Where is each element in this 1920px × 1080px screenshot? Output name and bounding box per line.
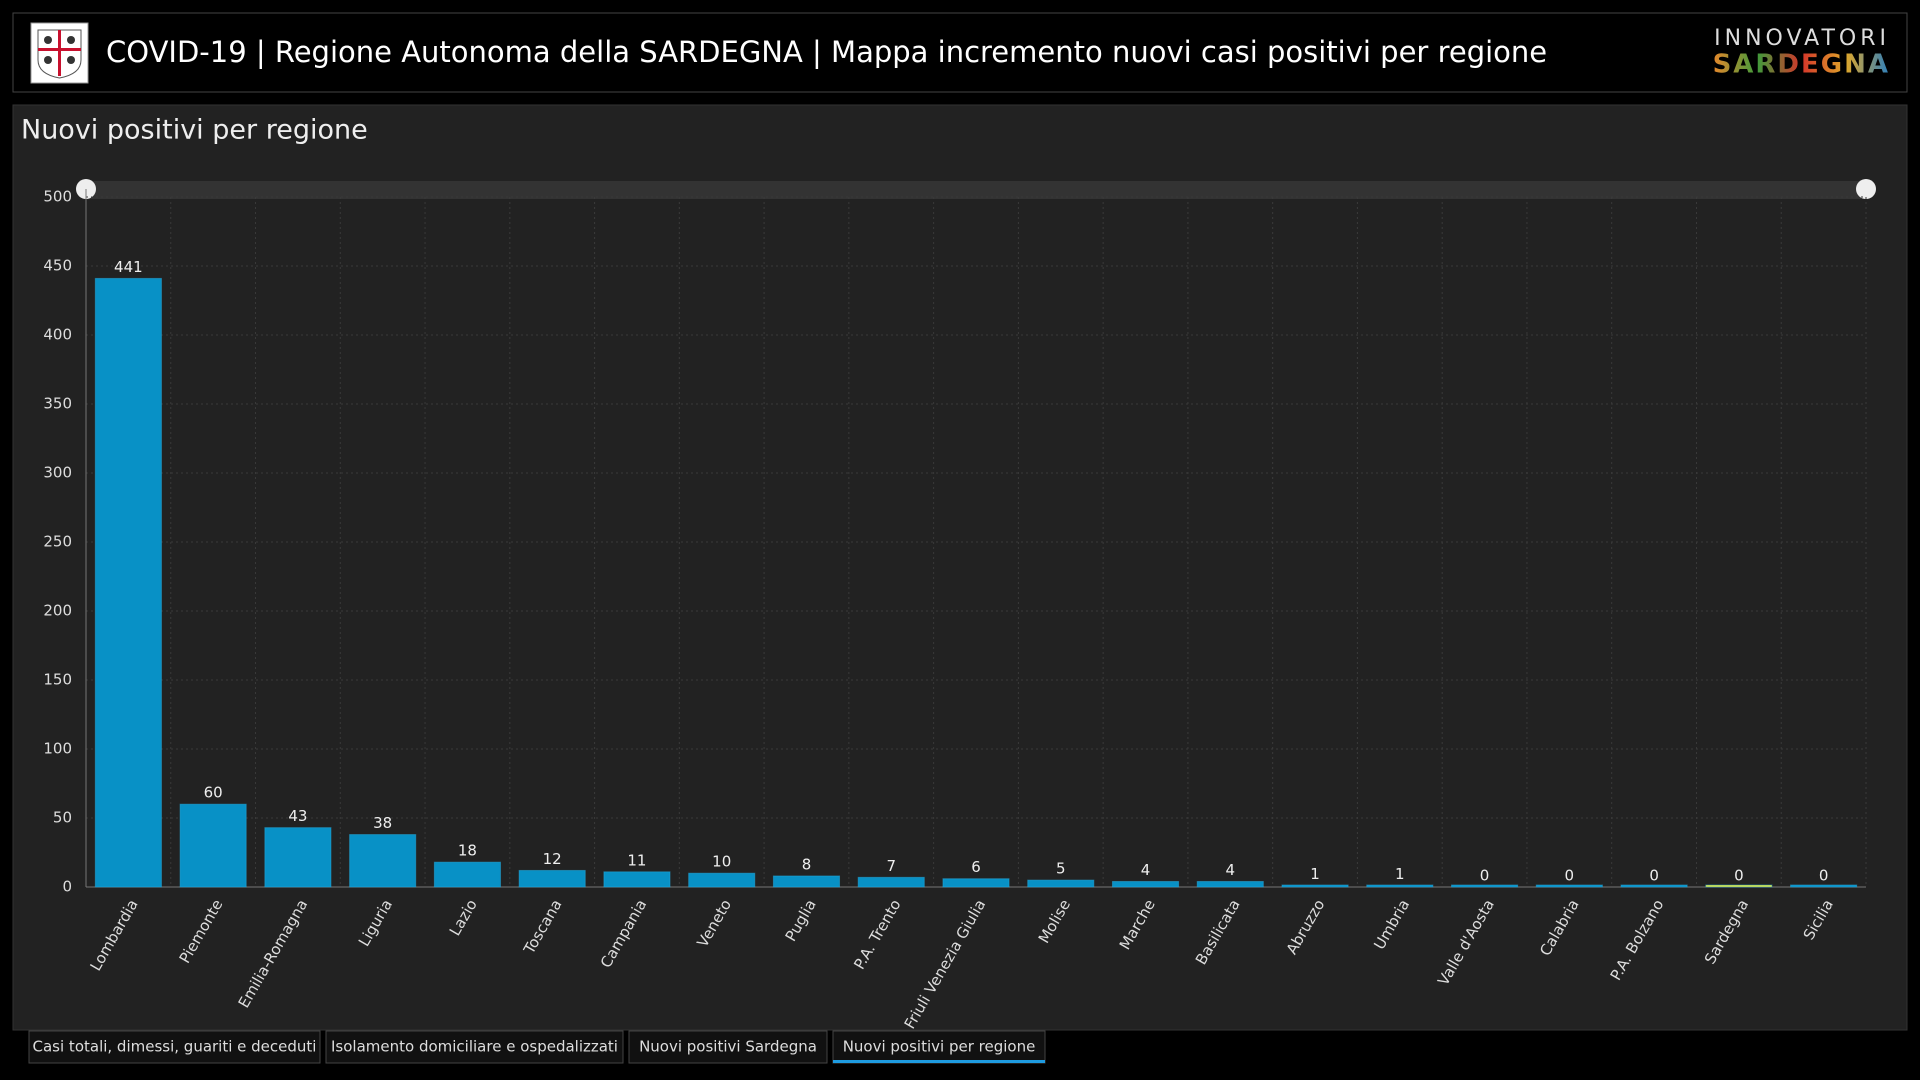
value-label: 8 [802, 855, 812, 873]
y-tick-label: 300 [43, 464, 72, 482]
scroll-handle-right[interactable] [1856, 179, 1876, 199]
plot: 050100150200250300350400450500Lombardia4… [43, 188, 1867, 1032]
y-tick-label: 500 [43, 188, 72, 206]
bar [433, 861, 501, 888]
chart-title: Nuovi positivi per regione [21, 115, 368, 146]
y-tick-label: 450 [43, 257, 72, 275]
value-label: 11 [627, 851, 646, 869]
chart-panel [12, 104, 1908, 1031]
bar [857, 876, 925, 888]
bar [1196, 880, 1264, 888]
bar [603, 871, 671, 888]
scrollbar [86, 181, 1866, 199]
bar [349, 834, 417, 888]
value-label: 0 [1819, 867, 1829, 885]
value-label: 10 [712, 853, 731, 871]
tab-label[interactable]: Nuovi positivi per regione [843, 1038, 1036, 1056]
value-label: 1 [1395, 865, 1405, 883]
value-label: 38 [373, 814, 392, 832]
value-label: 0 [1565, 867, 1575, 885]
value-label: 0 [1649, 867, 1659, 885]
bar [94, 277, 162, 888]
value-label: 4 [1226, 861, 1236, 879]
bar [1790, 884, 1858, 888]
bar [1620, 884, 1688, 888]
y-tick-label: 150 [43, 671, 72, 689]
bar [1027, 879, 1095, 888]
value-label: 0 [1480, 867, 1490, 885]
tab[interactable] [28, 1030, 321, 1064]
value-label: 60 [204, 784, 223, 802]
tab[interactable] [325, 1030, 624, 1064]
bar [1111, 880, 1180, 888]
header-bar [12, 12, 1908, 93]
value-label: 18 [458, 842, 477, 860]
bar [1535, 884, 1603, 888]
value-label: 5 [1056, 860, 1066, 878]
value-label: 7 [886, 857, 896, 875]
brand-top: INNOVATORI [1714, 26, 1890, 51]
bar [772, 875, 841, 888]
value-label: 1 [1310, 865, 1320, 883]
header-title: COVID-19 | Regione Autonoma della SARDEG… [106, 35, 1547, 69]
bar [688, 872, 756, 888]
bar [179, 803, 247, 888]
value-label: 6 [971, 858, 981, 876]
y-tick-label: 250 [43, 533, 72, 551]
tab-bar: Casi totali, dimessi, guariti e deceduti… [28, 1030, 1046, 1064]
value-label: 0 [1734, 867, 1744, 885]
value-label: 12 [543, 850, 562, 868]
tab[interactable] [832, 1030, 1046, 1064]
y-tick-label: 350 [43, 395, 72, 413]
y-tick-label: 100 [43, 740, 72, 758]
bar [264, 827, 332, 888]
logo [30, 22, 89, 84]
value-label: 43 [288, 807, 307, 825]
brand-bottom: SARDEGNA [1713, 50, 1890, 80]
y-tick-label: 400 [43, 326, 72, 344]
y-tick-label: 0 [62, 878, 72, 896]
tab[interactable] [628, 1030, 828, 1064]
bar [1705, 884, 1773, 888]
value-label: 4 [1141, 861, 1151, 879]
bar [518, 869, 586, 888]
tab-label[interactable]: Isolamento domiciliare e ospedalizzati [331, 1038, 618, 1056]
y-tick-label: 200 [43, 602, 72, 620]
tab-label[interactable]: Casi totali, dimessi, guariti e deceduti [33, 1038, 317, 1056]
bar [1451, 884, 1519, 888]
value-label: 441 [114, 258, 143, 276]
bar [1366, 884, 1434, 888]
tab-active-indicator [833, 1060, 1045, 1063]
bar [1281, 884, 1349, 888]
bar [942, 878, 1010, 888]
y-tick-label: 50 [53, 809, 72, 827]
tab-label[interactable]: Nuovi positivi Sardegna [639, 1038, 817, 1056]
